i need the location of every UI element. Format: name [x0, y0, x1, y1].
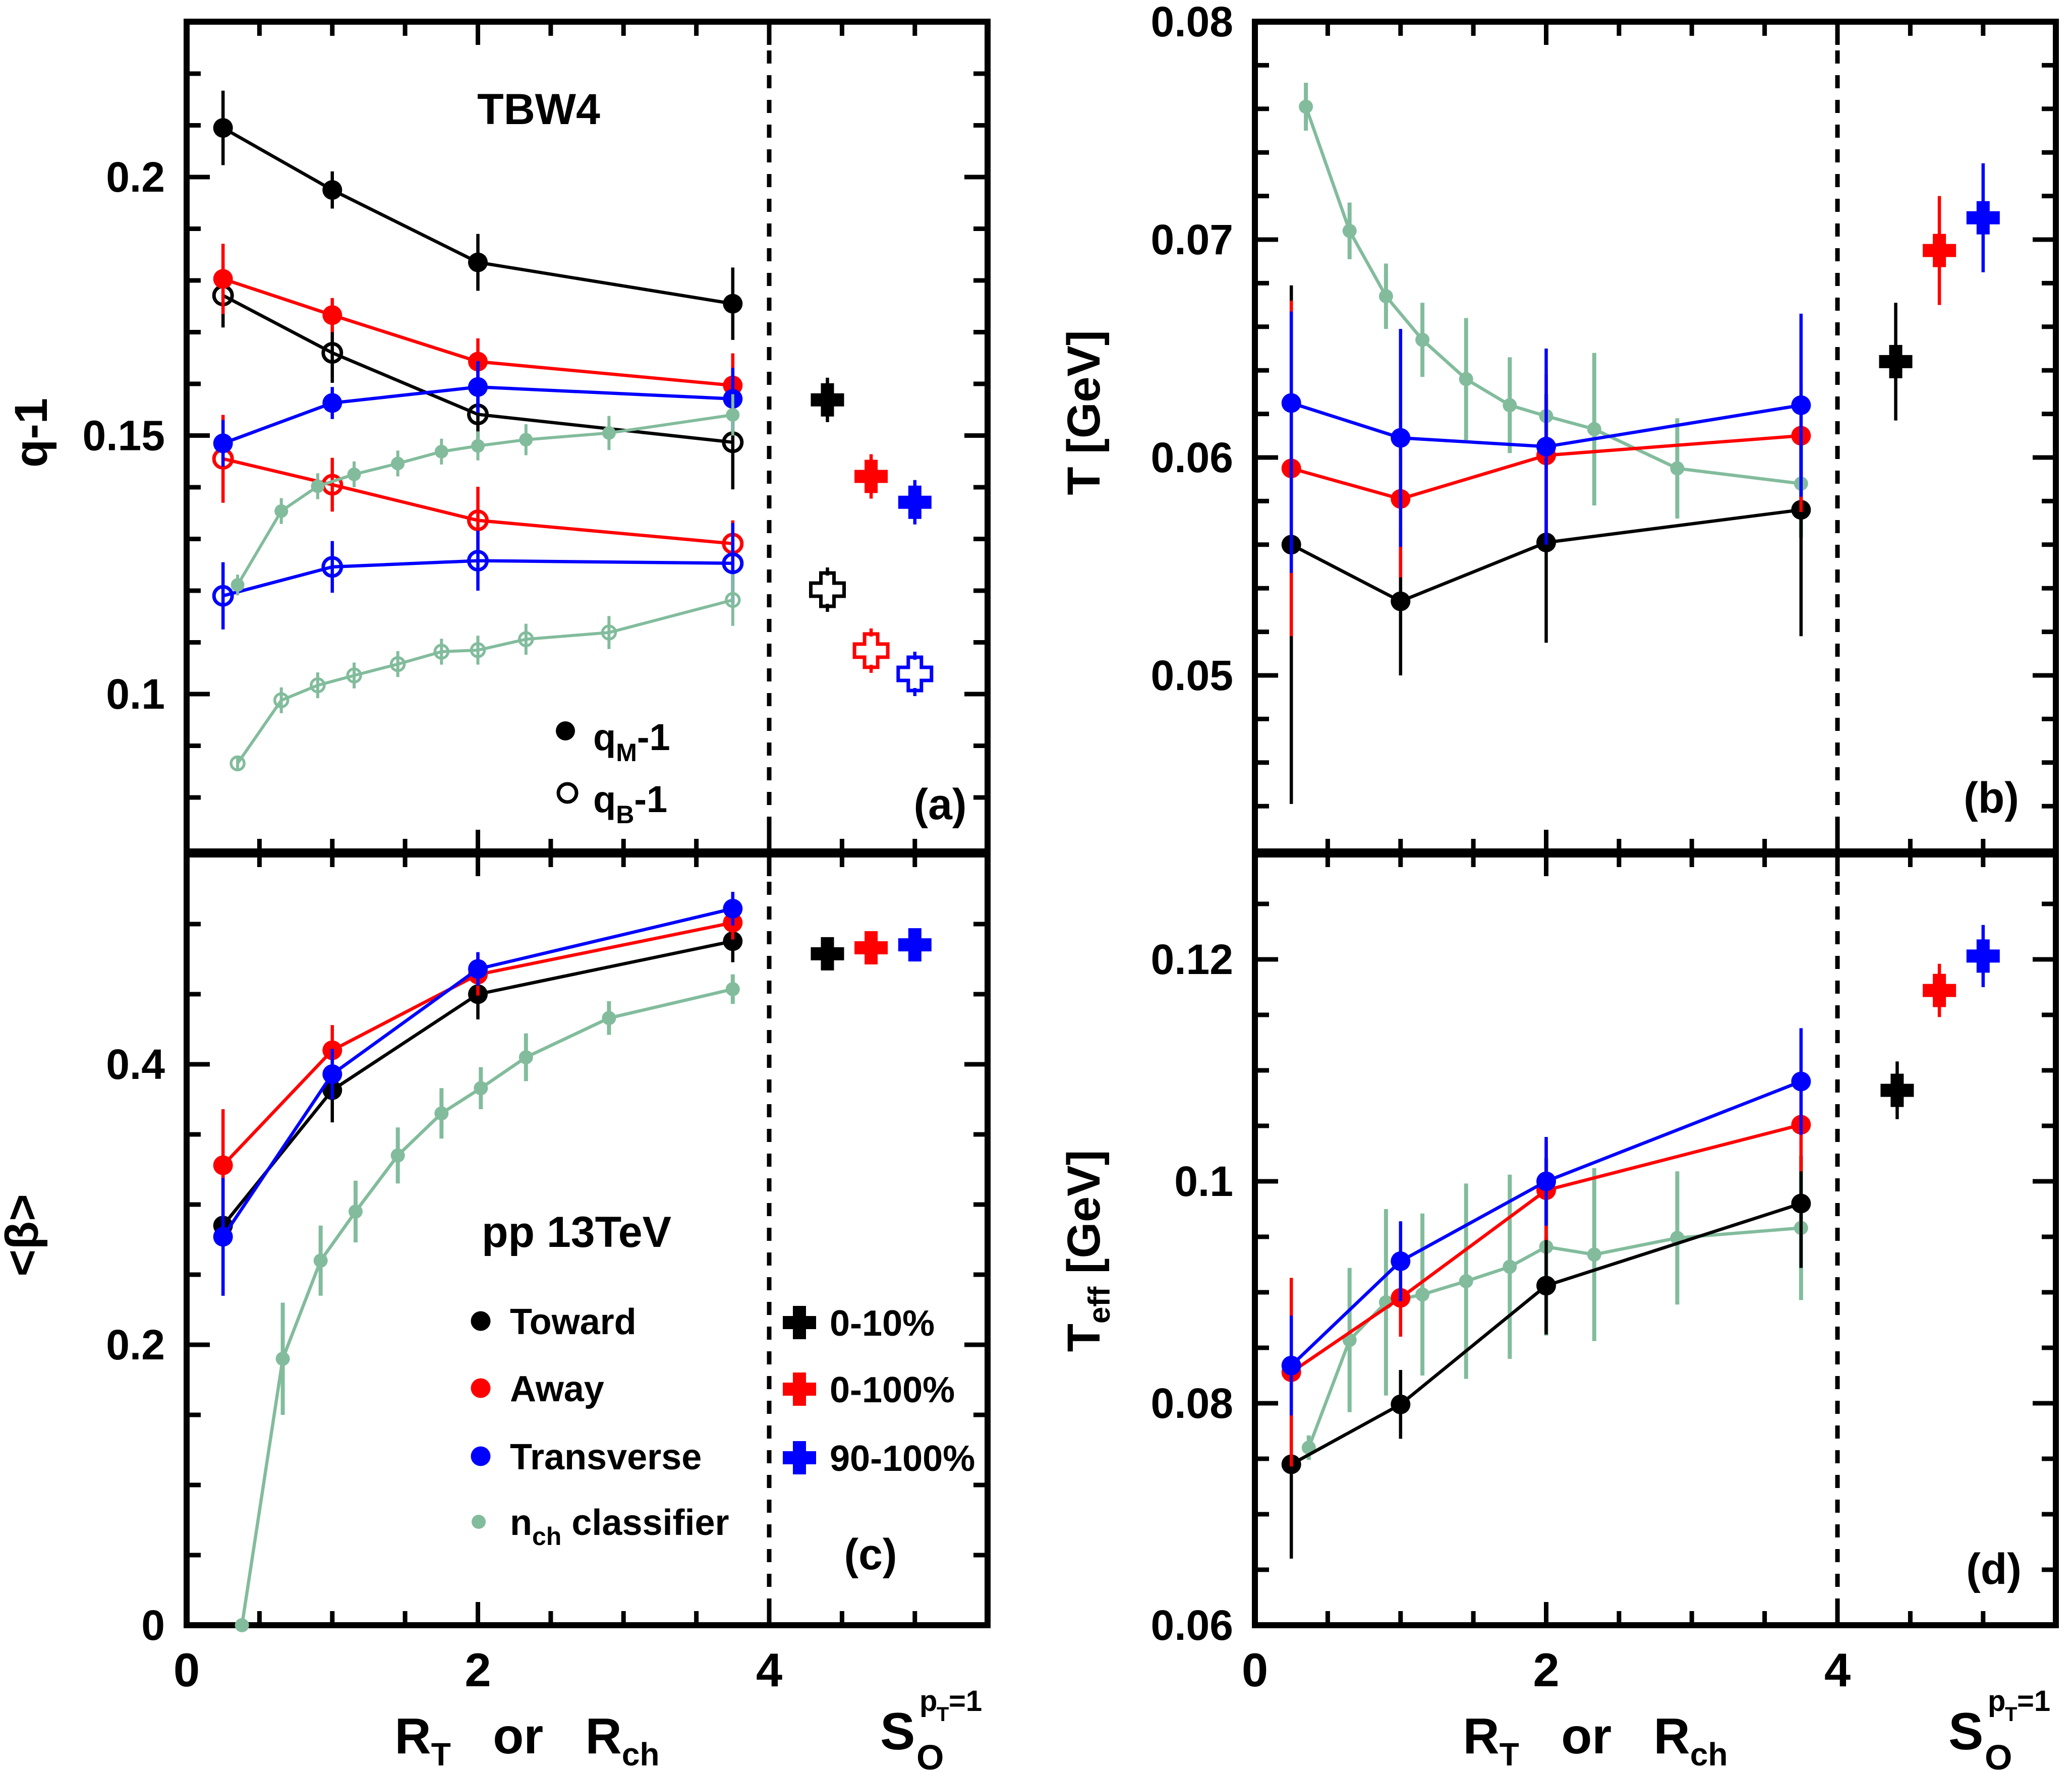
svg-text:q-1: q-1 — [6, 398, 57, 468]
svg-text:(c): (c) — [844, 1530, 897, 1579]
svg-text:nch classifier: nch classifier — [510, 1503, 729, 1551]
svg-text:0.06: 0.06 — [1151, 434, 1234, 481]
svg-text:0.2: 0.2 — [106, 153, 165, 201]
svg-text:(a): (a) — [913, 780, 966, 829]
svg-text:2: 2 — [1533, 1643, 1559, 1696]
svg-text:p: p — [919, 1685, 937, 1718]
svg-text:S: S — [1948, 1702, 1983, 1761]
svg-text:<β>: <β> — [0, 1194, 48, 1277]
svg-text:(b): (b) — [1964, 774, 2019, 822]
svg-text:S: S — [880, 1702, 915, 1761]
svg-text:0.06: 0.06 — [1151, 1602, 1234, 1649]
svg-text:0.12: 0.12 — [1151, 936, 1234, 983]
svg-text:0: 0 — [174, 1643, 200, 1696]
svg-text:2: 2 — [465, 1643, 491, 1696]
svg-text:0.1: 0.1 — [1174, 1158, 1233, 1205]
svg-text:Transverse: Transverse — [510, 1437, 702, 1477]
svg-text:0.15: 0.15 — [83, 412, 165, 460]
svg-text:TBW4: TBW4 — [477, 85, 600, 134]
svg-text:4: 4 — [1824, 1643, 1851, 1696]
svg-text:0.4: 0.4 — [106, 1041, 165, 1088]
svg-text:(d): (d) — [1966, 1545, 2022, 1593]
svg-text:0: 0 — [1242, 1643, 1268, 1696]
svg-text:Toward: Toward — [510, 1302, 637, 1342]
svg-text:0.2: 0.2 — [106, 1321, 165, 1368]
svg-text:0.08: 0.08 — [1151, 1380, 1234, 1427]
svg-text:O: O — [916, 1738, 944, 1770]
svg-text:T: T — [937, 1703, 949, 1726]
svg-text:=1: =1 — [2017, 1685, 2050, 1718]
svg-text:p: p — [1988, 1685, 2005, 1718]
svg-text:O: O — [1985, 1738, 2012, 1770]
svg-text:0.1: 0.1 — [106, 670, 165, 718]
svg-text:0-10%: 0-10% — [830, 1303, 935, 1344]
svg-text:0-100%: 0-100% — [830, 1370, 955, 1410]
svg-text:pp 13TeV: pp 13TeV — [482, 1208, 671, 1256]
svg-text:=1: =1 — [949, 1685, 982, 1718]
svg-text:Away: Away — [510, 1369, 604, 1409]
svg-text:T: T — [2005, 1703, 2017, 1726]
svg-text:RT or Rch: RT or Rch — [395, 1708, 660, 1770]
svg-text:0: 0 — [141, 1602, 165, 1649]
svg-text:90-100%: 90-100% — [830, 1439, 975, 1479]
svg-text:0.08: 0.08 — [1151, 0, 1234, 45]
svg-text:4: 4 — [756, 1643, 782, 1696]
svg-text:0.05: 0.05 — [1151, 652, 1234, 699]
svg-text:0.07: 0.07 — [1151, 216, 1234, 263]
svg-text:T [GeV]: T [GeV] — [1058, 330, 1110, 495]
